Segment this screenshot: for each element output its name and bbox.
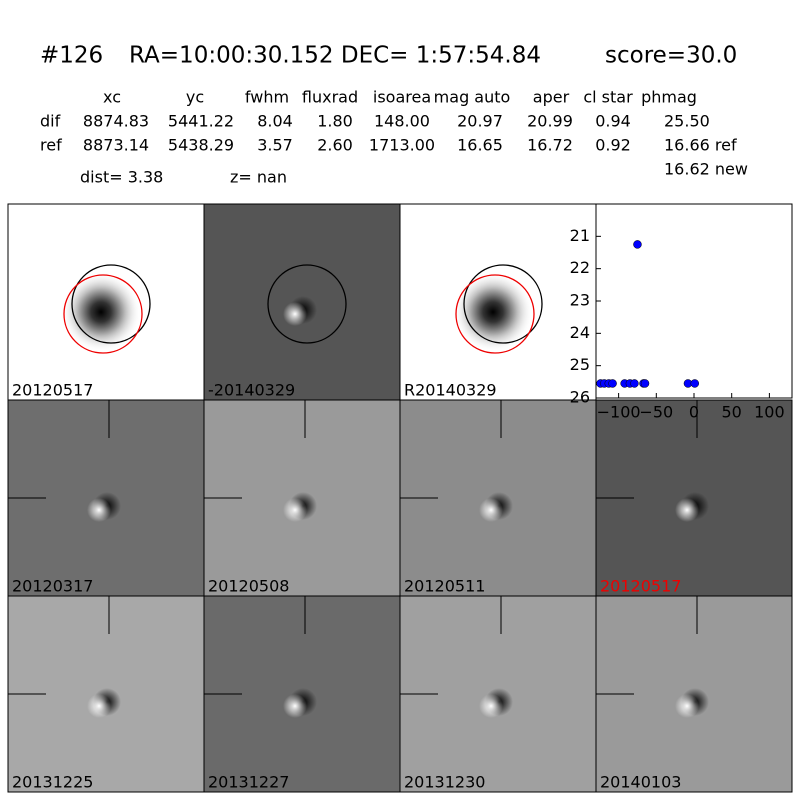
cell: 148.00: [374, 112, 430, 131]
column-header: xc: [103, 88, 121, 107]
stamp-label: 20131227: [208, 773, 289, 792]
column-header: phmag: [641, 88, 697, 107]
cell: 3.57: [257, 136, 293, 155]
stamp: 20120517: [595, 399, 793, 597]
column-header: isoarea: [373, 88, 431, 107]
x-tick-label: −100: [597, 403, 641, 422]
stamp-label: 20120517: [12, 381, 93, 400]
stamp-label: 20131230: [404, 773, 485, 792]
stamp-label: 20131225: [12, 773, 93, 792]
y-tick-label: 24: [570, 323, 590, 342]
stamp: 20120317: [7, 399, 205, 597]
star: [61, 272, 141, 352]
cell: 8.04: [257, 112, 293, 131]
plot-area: [595, 203, 793, 399]
light-lobe: [479, 694, 503, 718]
phmag-new: 16.62 new: [664, 160, 748, 179]
star: [453, 272, 533, 352]
stamp-label: 20140103: [600, 773, 681, 792]
stamp: 20140103: [595, 595, 793, 793]
cell: 0.92: [595, 136, 631, 155]
aperture: [267, 264, 347, 344]
y-tick-label: 21: [570, 226, 590, 245]
cell: 5438.29: [168, 136, 234, 155]
point: [633, 240, 642, 249]
point: [640, 379, 650, 388]
stamp: 20120511: [399, 399, 597, 597]
stamp-label: R20140329: [404, 381, 497, 400]
light-lobe: [283, 694, 307, 718]
stamp: R20140329: [399, 203, 597, 401]
cell: 20.97: [457, 112, 503, 131]
dist: dist= 3.38: [80, 168, 163, 187]
cell: 1713.00: [369, 136, 435, 155]
point: [690, 379, 700, 388]
light-lobe: [283, 302, 307, 326]
column-header: fluxrad: [302, 88, 358, 107]
light-lobe: [283, 498, 307, 522]
aperture-ref: [455, 274, 535, 354]
x-tick-label: 0: [689, 403, 699, 422]
cell: 1.80: [317, 112, 353, 131]
column-header: aper: [533, 88, 570, 107]
column-header: cl star: [583, 88, 633, 107]
stamp-label: 20120317: [12, 577, 93, 596]
stamp: 20120517: [7, 203, 205, 401]
stamp: 20131225: [7, 595, 205, 793]
row-label: ref: [40, 136, 62, 155]
column-header: yc: [186, 88, 204, 107]
cell: 16.72: [527, 136, 573, 155]
cell: 8873.14: [83, 136, 149, 155]
column-header: mag auto: [434, 88, 511, 107]
aperture-ref: [63, 274, 143, 354]
x-tick-label: 100: [754, 403, 785, 422]
aperture: [463, 264, 543, 344]
cell: 20.99: [527, 112, 573, 131]
coordinates: RA=10:00:30.152 DEC= 1:57:54.84: [129, 43, 541, 69]
aperture: [71, 264, 151, 344]
x-tick-label: 50: [722, 403, 742, 422]
cell: 16.65: [457, 136, 503, 155]
stamp: 20131227: [203, 595, 401, 793]
cell: 25.50: [664, 112, 710, 131]
y-tick-label: 26: [570, 388, 590, 407]
cell: 0.94: [595, 112, 631, 131]
stamp-label: 20120508: [208, 577, 289, 596]
point: [608, 379, 617, 388]
candidate-id: #126: [40, 43, 103, 69]
score: score=30.0: [605, 43, 737, 69]
stamp-label: 20120517: [600, 577, 681, 596]
redshift: z= nan: [230, 168, 287, 187]
light-lobe: [87, 694, 111, 718]
y-tick-label: 22: [570, 258, 590, 277]
row-label: dif: [40, 112, 61, 131]
light-lobe: [479, 498, 503, 522]
cell: 5441.22: [168, 112, 234, 131]
column-header: fwhm: [245, 88, 289, 107]
light-lobe: [675, 498, 699, 522]
y-tick-label: 25: [570, 355, 590, 374]
light-lobe: [87, 498, 111, 522]
cell: 2.60: [317, 136, 353, 155]
point: [630, 379, 639, 388]
cell: 16.66 ref: [664, 136, 737, 155]
y-tick-label: 23: [570, 291, 590, 310]
stamp: 20131230: [399, 595, 597, 793]
light-lobe: [675, 694, 699, 718]
stamp-label: 20120511: [404, 577, 485, 596]
stamp: -20140329: [203, 203, 401, 401]
x-tick-label: −50: [639, 403, 673, 422]
cell: 8874.83: [83, 112, 149, 131]
stamp: 20120508: [203, 399, 401, 597]
stamp-label: -20140329: [208, 381, 295, 400]
